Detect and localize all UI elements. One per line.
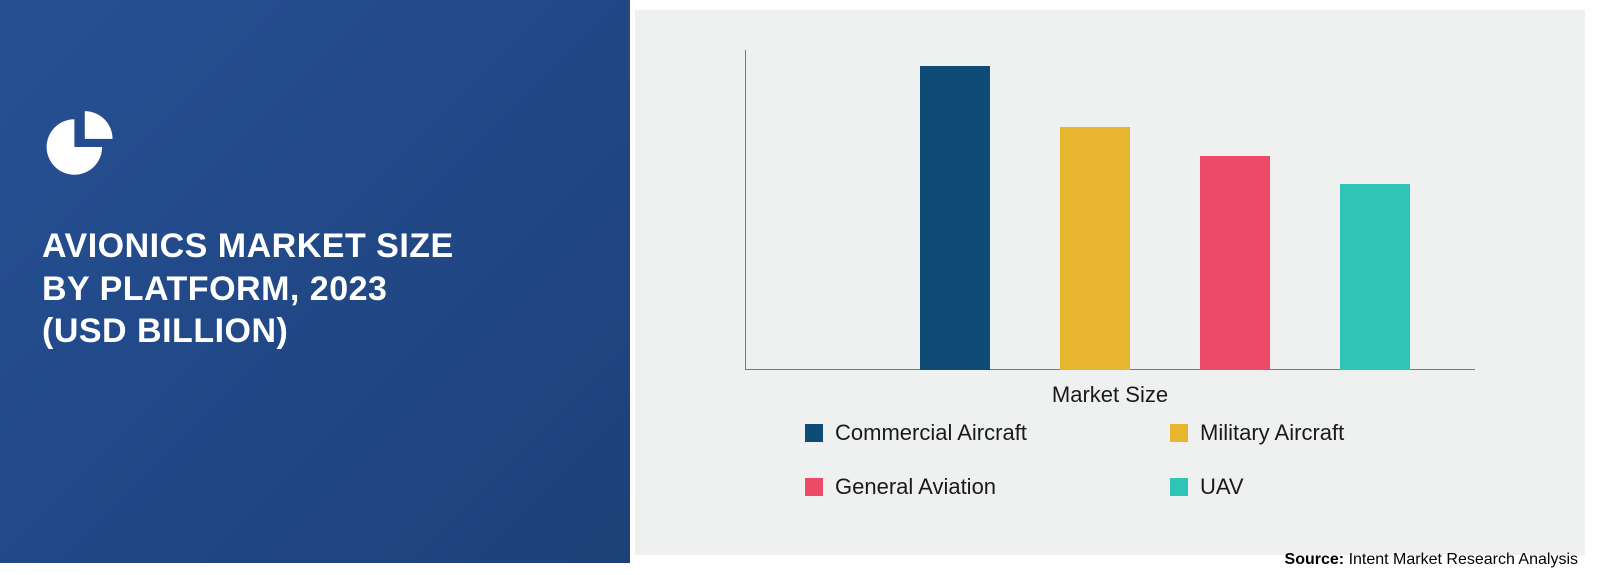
source-text: Intent Market Research Analysis bbox=[1349, 551, 1578, 568]
legend-label: Military Aircraft bbox=[1200, 420, 1344, 446]
bar-general-aviation bbox=[1200, 156, 1270, 370]
legend-label: General Aviation bbox=[835, 474, 996, 500]
legend-label: Commercial Aircraft bbox=[835, 420, 1027, 446]
y-axis bbox=[745, 50, 746, 370]
left-title-panel: AVIONICS MARKET SIZE BY PLATFORM, 2023 (… bbox=[0, 0, 630, 563]
legend-item: General Aviation bbox=[805, 474, 1140, 500]
title-line-2: BY PLATFORM, 2023 bbox=[42, 270, 387, 308]
title-line-3: (USD BILLION) bbox=[42, 312, 288, 350]
plot-area bbox=[745, 50, 1475, 370]
source-prefix: Source: bbox=[1285, 551, 1349, 568]
legend-label: UAV bbox=[1200, 474, 1244, 500]
legend-swatch bbox=[1170, 424, 1188, 442]
legend-item: Military Aircraft bbox=[1170, 420, 1505, 446]
bar-commercial-aircraft bbox=[920, 66, 990, 370]
source-attribution: Source: Intent Market Research Analysis bbox=[1285, 551, 1578, 569]
bar-military-aircraft bbox=[1060, 127, 1130, 370]
title-block: AVIONICS MARKET SIZE BY PLATFORM, 2023 (… bbox=[42, 110, 454, 353]
pie-chart-icon bbox=[42, 110, 116, 184]
title-line-1: AVIONICS MARKET SIZE bbox=[42, 227, 454, 265]
infographic-container: Market Size Commercial Aircraft Military … bbox=[0, 0, 1600, 575]
legend-swatch bbox=[805, 424, 823, 442]
legend-swatch bbox=[805, 478, 823, 496]
chart-title: AVIONICS MARKET SIZE BY PLATFORM, 2023 (… bbox=[42, 225, 454, 353]
legend: Commercial Aircraft Military Aircraft Gene… bbox=[805, 420, 1505, 500]
legend-item: Commercial Aircraft bbox=[805, 420, 1140, 446]
bar-uav bbox=[1340, 184, 1410, 370]
legend-item: UAV bbox=[1170, 474, 1505, 500]
legend-swatch bbox=[1170, 478, 1188, 496]
chart-panel: Market Size Commercial Aircraft Military … bbox=[635, 10, 1585, 555]
x-axis-label: Market Size bbox=[635, 382, 1585, 408]
